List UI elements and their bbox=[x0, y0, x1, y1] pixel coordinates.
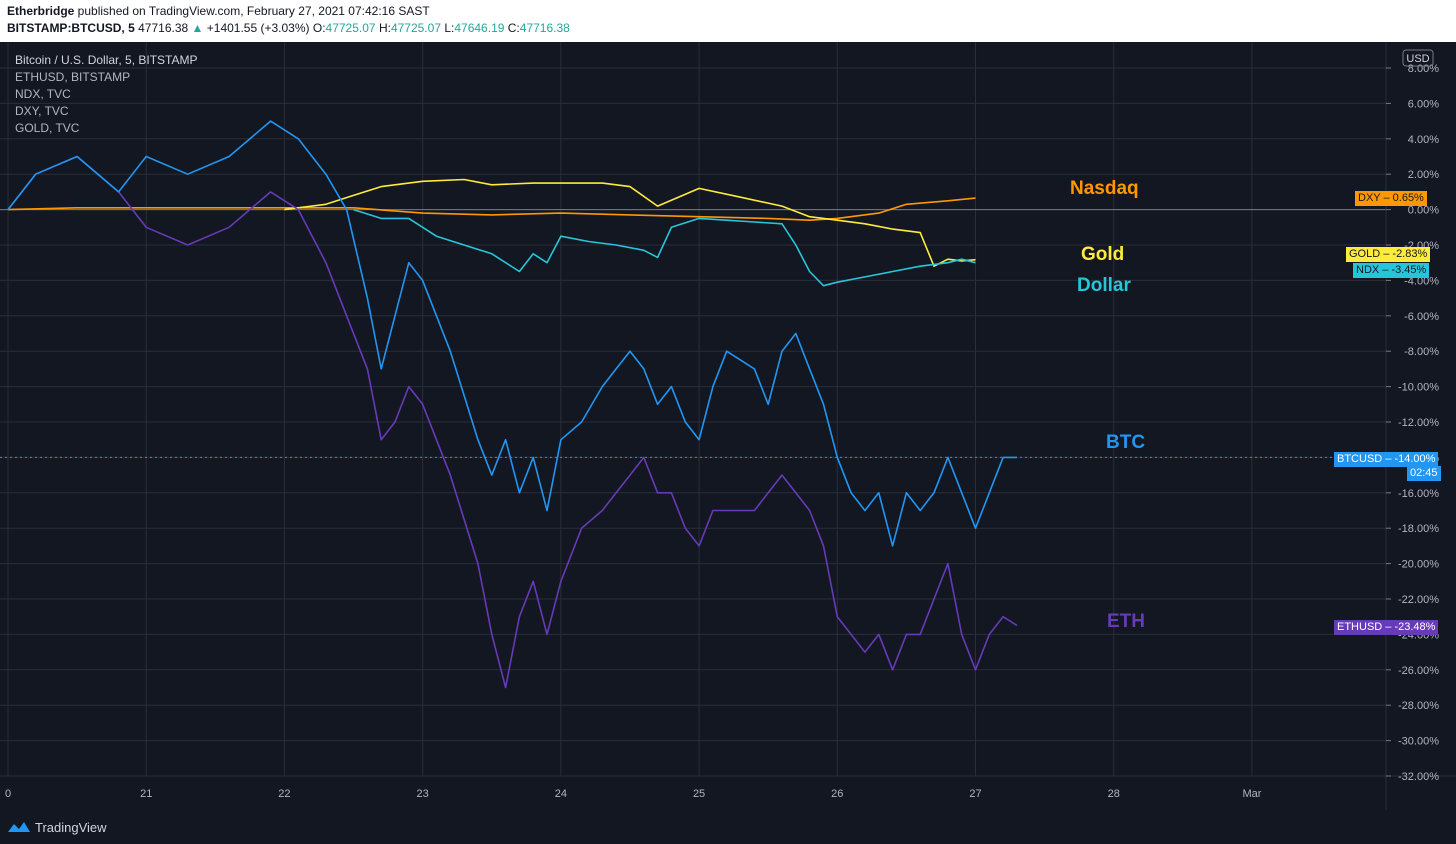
y-tick-label: -4.00% bbox=[1404, 275, 1439, 287]
x-tick-label: 0 bbox=[5, 788, 11, 800]
series-line-ndx[interactable] bbox=[353, 208, 976, 287]
currency-label[interactable]: USD bbox=[1406, 53, 1429, 65]
y-tick-label: -26.00% bbox=[1398, 665, 1439, 677]
ohlc-line: BITSTAMP:BTCUSD, 5 47716.38 ▲ +1401.55 (… bbox=[7, 21, 570, 35]
change-arrow: ▲ bbox=[191, 21, 204, 35]
y-tick-label: 4.00% bbox=[1408, 134, 1439, 146]
label-eth: ETH bbox=[1107, 611, 1145, 632]
symbol-name: BITSTAMP:BTCUSD, 5 bbox=[7, 21, 135, 35]
high-label: H: bbox=[378, 21, 391, 35]
legend-item-ndx[interactable]: NDX, TVC bbox=[15, 87, 71, 101]
x-tick-label: 25 bbox=[693, 788, 705, 800]
currency-box[interactable] bbox=[1402, 49, 1434, 67]
x-tick-label: Mar bbox=[1242, 788, 1261, 800]
series-line-gold[interactable] bbox=[284, 178, 976, 267]
close-value: 47716.38 bbox=[519, 21, 570, 35]
label-dollar: Dollar bbox=[1077, 275, 1131, 296]
footer-brand: TradingView bbox=[35, 819, 107, 835]
publish-header: Etherbridge published on TradingView.com… bbox=[0, 0, 1456, 42]
series-legend: Bitcoin / U.S. Dollar, 5, BITSTAMP ETHUS… bbox=[15, 52, 198, 137]
low-label: L: bbox=[444, 21, 455, 35]
y-tick-label: -20.00% bbox=[1398, 559, 1439, 571]
publish-info: published on TradingView.com, February 2… bbox=[74, 4, 430, 18]
tag-ndx: NDX – -3.45% bbox=[1353, 263, 1430, 278]
y-tick-label: -10.00% bbox=[1398, 382, 1439, 394]
y-tick-label: -18.00% bbox=[1398, 523, 1439, 535]
y-tick-label: 0.00% bbox=[1408, 205, 1439, 217]
x-tick-label: 23 bbox=[417, 788, 429, 800]
high-value: 47725.07 bbox=[390, 21, 441, 35]
tag-gold: GOLD – -2.83% bbox=[1346, 247, 1431, 262]
tradingview-logo[interactable]: TradingView bbox=[7, 818, 107, 836]
legend-item-dxy[interactable]: DXY, TVC bbox=[15, 104, 69, 118]
price-change: +1401.55 (+3.03%) bbox=[206, 21, 310, 35]
legend-item-btc[interactable]: Bitcoin / U.S. Dollar, 5, BITSTAMP bbox=[15, 53, 198, 67]
y-tick-label: -28.00% bbox=[1398, 700, 1439, 712]
series-line-btcusd[interactable] bbox=[7, 120, 1017, 547]
chart-canvas[interactable]: 8.00%6.00%4.00%2.00%0.00%-2.00%-4.00%-6.… bbox=[0, 42, 1456, 810]
y-tick-label: -32.00% bbox=[1398, 771, 1439, 783]
x-tick-label: 24 bbox=[555, 788, 567, 800]
y-tick-label: 2.00% bbox=[1408, 169, 1439, 181]
tag-btc-timer: 02:45 bbox=[1407, 466, 1441, 481]
label-gold: Gold bbox=[1081, 244, 1125, 265]
x-tick-label: 26 bbox=[831, 788, 843, 800]
tradingview-icon bbox=[8, 822, 30, 832]
x-tick-label: 21 bbox=[140, 788, 152, 800]
tag-ethusd: ETHUSD – -23.48% bbox=[1334, 620, 1439, 635]
y-tick-label: 6.00% bbox=[1408, 98, 1439, 110]
close-label: C: bbox=[507, 21, 520, 35]
x-tick-label: 28 bbox=[1108, 788, 1120, 800]
y-tick-label: -16.00% bbox=[1398, 488, 1439, 500]
open-value: 47725.07 bbox=[325, 21, 376, 35]
last-price: 47716.38 bbox=[138, 21, 189, 35]
tag-dxy: DXY – 0.65% bbox=[1355, 191, 1427, 206]
series-line-dxy[interactable] bbox=[7, 197, 976, 221]
y-tick-label: -12.00% bbox=[1398, 417, 1439, 429]
tag-btcusd: BTCUSD – -14.00% bbox=[1334, 452, 1439, 467]
open-label: O: bbox=[312, 21, 326, 35]
y-tick-label: -22.00% bbox=[1398, 594, 1439, 606]
y-tick-label: -30.00% bbox=[1398, 736, 1439, 748]
publish-line: Etherbridge published on TradingView.com… bbox=[7, 4, 430, 18]
low-value: 47646.19 bbox=[454, 21, 505, 35]
chart-panel[interactable]: 8.00% 6.00% 4.00% 2.00% 0.00% -2.00% -4.00% -6.… bbox=[0, 42, 1456, 810]
label-nasdaq: Nasdaq bbox=[1070, 178, 1139, 199]
legend-item-eth[interactable]: ETHUSD, BITSTAMP bbox=[15, 70, 131, 84]
x-tick-label: 22 bbox=[278, 788, 290, 800]
legend-item-gold[interactable]: GOLD, TVC bbox=[15, 121, 80, 135]
author-name[interactable]: Etherbridge bbox=[7, 4, 75, 18]
y-tick-label: -6.00% bbox=[1404, 311, 1439, 323]
footer-bar: TradingView bbox=[0, 810, 1456, 844]
series-line-ethusd[interactable] bbox=[7, 155, 1018, 689]
y-tick-label: -8.00% bbox=[1404, 346, 1439, 358]
label-btc: BTC bbox=[1106, 432, 1146, 453]
x-tick-label: 27 bbox=[969, 788, 981, 800]
